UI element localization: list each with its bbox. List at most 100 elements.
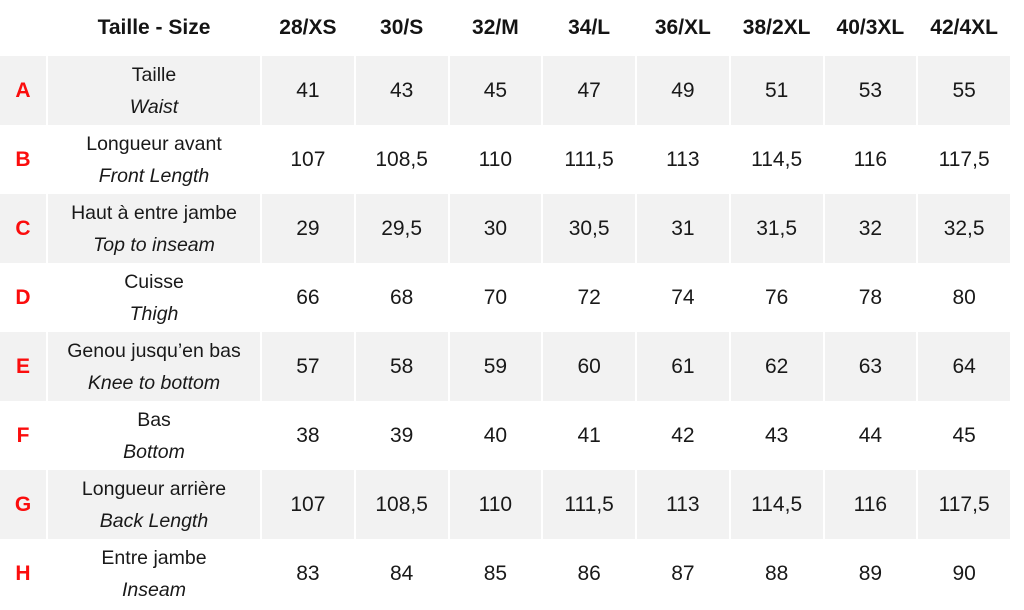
size-column-header-36xl: 36/XL	[637, 0, 731, 56]
row-letter: E	[0, 332, 48, 401]
measure-value: 88	[730, 539, 825, 608]
row-letter: B	[0, 125, 48, 194]
measure-value: 89	[824, 539, 919, 608]
measure-label-en: Waist	[129, 95, 179, 118]
measure-label-en: Knee to bottom	[87, 371, 221, 394]
measure-value: 58	[355, 332, 450, 401]
corner-header: Taille - Size	[48, 0, 262, 56]
measure-value: 111,5	[543, 470, 637, 539]
measure-label-en: Bottom	[123, 440, 185, 463]
row-letter: C	[0, 194, 48, 263]
row-letter: H	[0, 539, 48, 608]
measure-value: 78	[824, 263, 919, 332]
measure-value: 41	[543, 401, 637, 470]
measure-value: 53	[824, 56, 919, 125]
measure-value: 43	[730, 401, 825, 470]
size-column-header-42-4xl: 42/4XL	[918, 0, 1012, 56]
measure-value: 85	[449, 539, 544, 608]
measure-value: 117,5	[918, 470, 1012, 539]
measure-value: 74	[637, 263, 731, 332]
measure-value: 86	[543, 539, 637, 608]
size-column-header-34l: 34/L	[543, 0, 637, 56]
measure-label: Genou jusqu’en bas Knee to bottom	[48, 332, 262, 401]
header-letter-spacer	[0, 0, 48, 56]
table-row-g: G Longueur arrière Back Length 107 108,5…	[0, 470, 1012, 539]
table-row-f: F Bas Bottom 38 39 40 41 42 43 44 45	[0, 401, 1012, 470]
measure-value: 40	[449, 401, 544, 470]
measure-value: 45	[449, 56, 544, 125]
measure-value: 117,5	[918, 125, 1012, 194]
measure-value: 38	[262, 401, 356, 470]
measure-value: 42	[637, 401, 731, 470]
measure-label-fr: Cuisse	[124, 270, 184, 293]
measure-value: 55	[918, 56, 1012, 125]
measure-value: 44	[824, 401, 919, 470]
measure-value: 41	[262, 56, 356, 125]
table-row-a: A Taille Waist 41 43 45 47 49 51 53 55	[0, 56, 1012, 125]
measure-value: 68	[355, 263, 450, 332]
measure-value: 116	[824, 125, 919, 194]
row-letter: D	[0, 263, 48, 332]
table-row-e: E Genou jusqu’en bas Knee to bottom 57 5…	[0, 332, 1012, 401]
size-column-header-32m: 32/M	[449, 0, 544, 56]
measure-value: 43	[355, 56, 450, 125]
measure-label-fr: Genou jusqu’en bas	[67, 339, 241, 362]
measure-value: 32,5	[918, 194, 1012, 263]
measure-label: Entre jambe Inseam	[48, 539, 262, 608]
measure-label: Taille Waist	[48, 56, 262, 125]
measure-label-fr: Taille	[131, 63, 177, 86]
measure-label-en: Back Length	[99, 509, 209, 532]
measure-label-en: Top to inseam	[93, 233, 215, 256]
measure-value: 30,5	[543, 194, 637, 263]
measure-label-fr: Entre jambe	[101, 546, 207, 569]
measure-value: 59	[449, 332, 544, 401]
measure-label: Haut à entre jambe Top to inseam	[48, 194, 262, 263]
measure-value: 32	[824, 194, 919, 263]
measure-value: 83	[262, 539, 356, 608]
measure-label-fr: Haut à entre jambe	[71, 201, 237, 224]
measure-label-en: Inseam	[122, 578, 186, 601]
measure-label-fr: Longueur avant	[86, 132, 222, 155]
row-letter: A	[0, 56, 48, 125]
measure-value: 47	[543, 56, 637, 125]
row-letter: G	[0, 470, 48, 539]
measure-value: 110	[449, 470, 544, 539]
measure-label: Bas Bottom	[48, 401, 262, 470]
measure-value: 108,5	[355, 125, 450, 194]
measure-value: 107	[262, 470, 356, 539]
measure-value: 29,5	[355, 194, 450, 263]
measure-value: 108,5	[355, 470, 450, 539]
measure-value: 30	[449, 194, 544, 263]
header-row: Taille - Size 28/XS 30/S 32/M 34/L 36/XL…	[0, 0, 1012, 56]
measure-value: 45	[918, 401, 1012, 470]
measure-value: 60	[543, 332, 637, 401]
measure-value: 111,5	[543, 125, 637, 194]
size-column-header-30s: 30/S	[355, 0, 450, 56]
measure-value: 31,5	[730, 194, 825, 263]
measure-label-fr: Bas	[137, 408, 171, 431]
measure-value: 51	[730, 56, 825, 125]
measure-label: Longueur avant Front Length	[48, 125, 262, 194]
measure-value: 116	[824, 470, 919, 539]
measure-value: 64	[918, 332, 1012, 401]
measure-value: 29	[262, 194, 356, 263]
measure-value: 66	[262, 263, 356, 332]
measure-value: 80	[918, 263, 1012, 332]
size-column-header-40-3xl: 40/3XL	[824, 0, 919, 56]
measure-value: 114,5	[730, 470, 825, 539]
table-row-b: B Longueur avant Front Length 107 108,5 …	[0, 125, 1012, 194]
measure-value: 110	[449, 125, 544, 194]
row-letter: F	[0, 401, 48, 470]
measure-value: 76	[730, 263, 825, 332]
measure-value: 49	[637, 56, 731, 125]
table-row-d: D Cuisse Thigh 66 68 70 72 74 76 78 80	[0, 263, 1012, 332]
measure-label: Cuisse Thigh	[48, 263, 262, 332]
measure-value: 39	[355, 401, 450, 470]
measure-label-fr: Longueur arrière	[81, 477, 227, 500]
size-column-header-38-2xl: 38/2XL	[730, 0, 825, 56]
measure-value: 63	[824, 332, 919, 401]
measure-value: 87	[637, 539, 731, 608]
measure-value: 90	[918, 539, 1012, 608]
